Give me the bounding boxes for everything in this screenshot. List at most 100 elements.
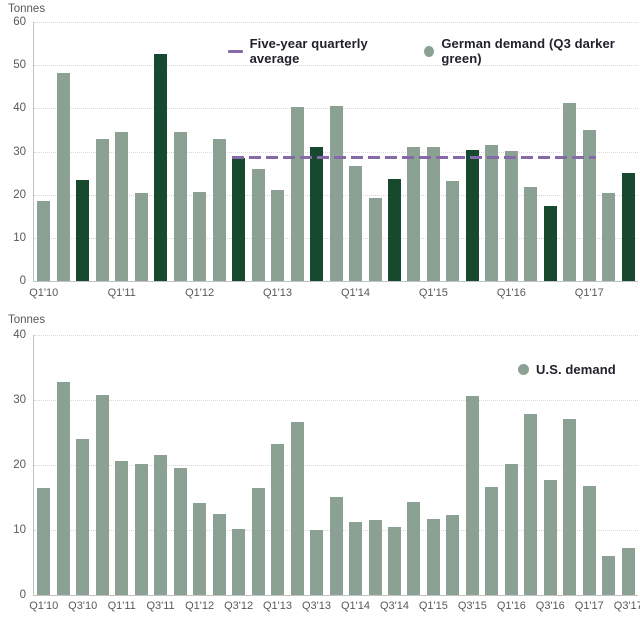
legend-item-us-demand: U.S. demand [518, 362, 616, 377]
bar-Q4'16 [563, 418, 577, 595]
plot-area: 0 10 20 30 40 50 60 Q1'10 Q1'11 Q1'12 Q1'13 Q1'14 Q1… [13, 16, 638, 299]
x-tick-label: Q1'13 [262, 600, 292, 612]
bar-Q3'13 [310, 146, 323, 281]
bar-Q1'10 [37, 487, 51, 595]
gridline [34, 400, 638, 401]
bar-Q1'11 [115, 461, 129, 595]
gridline [34, 22, 638, 23]
x-tick-label: Q1'12 [185, 600, 215, 612]
bar-Q1'12 [193, 191, 207, 281]
y-tick-label: 20 [13, 459, 26, 471]
x-tick-label: Q1'14 [340, 287, 370, 299]
bar-Q1'13 [271, 189, 284, 281]
x-tick-label: Q1'12 [185, 287, 215, 299]
bar-Q3'12 [232, 158, 246, 281]
x-tick-label: Q1'11 [107, 600, 136, 612]
bar-Q3'14 [388, 178, 401, 281]
x-tick-label: Q3'11 [146, 600, 175, 612]
gridline [34, 65, 638, 67]
y-tick-label: 0 [19, 275, 26, 287]
bar-Q3'17 [621, 172, 635, 281]
bar-Q4'15 [485, 486, 499, 595]
x-tick-label: Q3'15 [457, 600, 487, 612]
german-demand-chart: Tonnes 0 10 20 30 40 50 60 Q1'10 Q1'11 Q1'12 Q1'13… [0, 0, 640, 305]
y-axis-title: Tonnes [8, 314, 46, 326]
us-demand-dot-icon [518, 364, 529, 375]
bar-Q3'10 [76, 180, 90, 281]
bar-Q3'17 [621, 548, 635, 595]
bar-Q4'11 [173, 131, 187, 281]
bar-Q3'15 [465, 395, 479, 595]
bar-Q1'15 [426, 519, 440, 595]
x-tick-label: Q1'17 [574, 287, 604, 299]
bar-Q1'16 [504, 464, 518, 595]
y-tick-label: 50 [13, 59, 26, 72]
legend-item-german-demand: German demand (Q3 darker green) [424, 36, 640, 66]
x-tick-label: Q3'16 [535, 600, 565, 612]
bar-Q4'14 [407, 502, 421, 595]
x-tick-label: Q1'14 [340, 600, 370, 612]
bar-Q2'10 [56, 381, 70, 595]
bar-Q2'13 [290, 107, 304, 281]
bar-Q2'15 [446, 515, 460, 595]
bar-Q1'11 [115, 132, 129, 281]
x-tick-label: Q1'16 [496, 287, 526, 299]
bar-Q2'11 [134, 192, 148, 281]
x-tick-label: Q3'10 [68, 600, 98, 612]
y-tick-label: 30 [13, 394, 26, 406]
bar-Q3'11 [154, 54, 168, 281]
bar-Q4'16 [563, 103, 577, 281]
x-tick-label: Q3'17 [613, 600, 640, 612]
german-demand-dot-icon [424, 45, 435, 57]
bar-Q4'13 [329, 496, 343, 595]
bar-Q4'10 [95, 394, 109, 595]
bar-Q1'13 [271, 443, 284, 595]
bar-Q2'13 [290, 422, 304, 595]
y-tick-label: 30 [13, 145, 26, 158]
legend-label: U.S. demand [536, 362, 616, 377]
plot-area: 0 10 20 30 40 Q1'10 Q3'10 Q1'11 Q3'11 Q1'12 Q3'12 Q… [13, 329, 640, 612]
average-line-swatch-icon [228, 49, 243, 53]
bar-Q1'16 [504, 151, 518, 281]
bar-Q3'10 [76, 439, 90, 595]
bar-Q4'13 [329, 105, 343, 281]
y-axis-line [33, 22, 34, 282]
bar-Q2'10 [56, 72, 70, 281]
gridline [34, 335, 638, 336]
us-demand-chart: Tonnes 0 10 20 30 40 Q1'10 Q3'10 Q1'11 Q3'11 Q1'1… [0, 310, 640, 619]
bar-Q4'15 [485, 144, 499, 281]
x-tick-label: Q1'15 [418, 600, 448, 612]
bar-Q2'14 [368, 520, 382, 595]
bar-Q3'16 [543, 206, 557, 281]
bar-Q3'14 [388, 526, 401, 595]
bar-Q4'11 [173, 467, 187, 595]
y-tick-label: 60 [13, 16, 26, 28]
bar-Q1'17 [582, 129, 596, 281]
bar-Q2'12 [212, 514, 226, 595]
bar-Q2'17 [602, 556, 616, 595]
five-year-average-line [232, 155, 596, 159]
legend-label: German demand (Q3 darker green) [441, 36, 615, 66]
bar-Q4'12 [251, 168, 265, 281]
bar-Q2'17 [602, 192, 616, 281]
bar-Q4'14 [407, 147, 421, 281]
bar-Q2'16 [524, 186, 538, 281]
bar-Q1'12 [193, 503, 207, 595]
x-axis-line [34, 595, 638, 596]
y-axis-title: Tonnes [8, 3, 46, 15]
bar-Q1'15 [426, 147, 440, 281]
x-tick-label: Q1'13 [262, 287, 292, 299]
legend: U.S. demand [518, 362, 616, 377]
bar-Q4'12 [251, 488, 265, 595]
bar-Q3'12 [232, 528, 246, 595]
bar-Q3'13 [310, 530, 323, 595]
x-tick-label: Q1'10 [29, 600, 59, 612]
x-tick-label: Q1'11 [107, 287, 136, 299]
bar-Q3'15 [465, 150, 479, 281]
y-axis-line [33, 335, 34, 596]
y-tick-label: 10 [13, 524, 26, 536]
legend-label: Five-year quarterly average [249, 36, 368, 66]
y-tick-label: 40 [13, 329, 26, 341]
gridline [34, 465, 638, 466]
x-tick-label: Q1'10 [29, 287, 59, 299]
